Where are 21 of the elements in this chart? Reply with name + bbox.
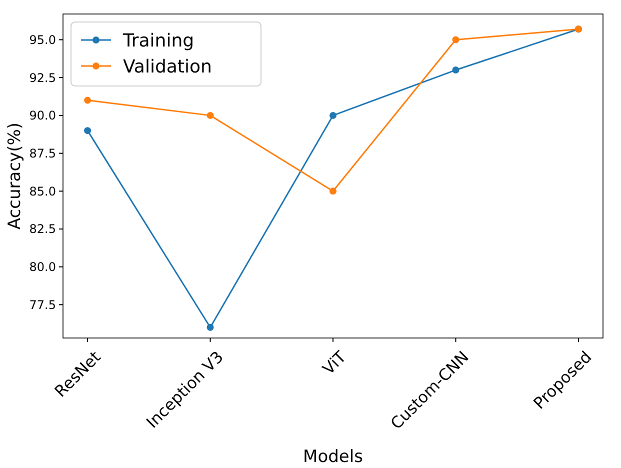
y-tick-label: 95.0 xyxy=(29,32,56,47)
point xyxy=(206,324,214,331)
y-tick-label: 87.5 xyxy=(29,146,56,160)
y-tick-label: 80.0 xyxy=(29,260,56,274)
point xyxy=(452,36,460,44)
y-tick-label: 85.0 xyxy=(29,184,56,198)
point xyxy=(330,188,336,195)
y-tick-label: 77.5 xyxy=(29,298,56,312)
point xyxy=(84,127,92,134)
point xyxy=(84,96,92,104)
y-tick-label: 92.5 xyxy=(29,70,56,85)
point xyxy=(330,112,336,119)
point xyxy=(206,112,214,119)
y-axis-title: Accuracy(%) xyxy=(5,122,25,230)
point xyxy=(452,66,460,74)
legend-label: Training xyxy=(122,30,194,52)
x-axis-title: Models xyxy=(303,447,364,467)
x-tick-label: ViT xyxy=(318,347,350,378)
y-tick-label: 90.0 xyxy=(29,108,56,123)
legend-label: Validation xyxy=(123,56,212,78)
y-tick-label: 82.5 xyxy=(29,222,56,236)
